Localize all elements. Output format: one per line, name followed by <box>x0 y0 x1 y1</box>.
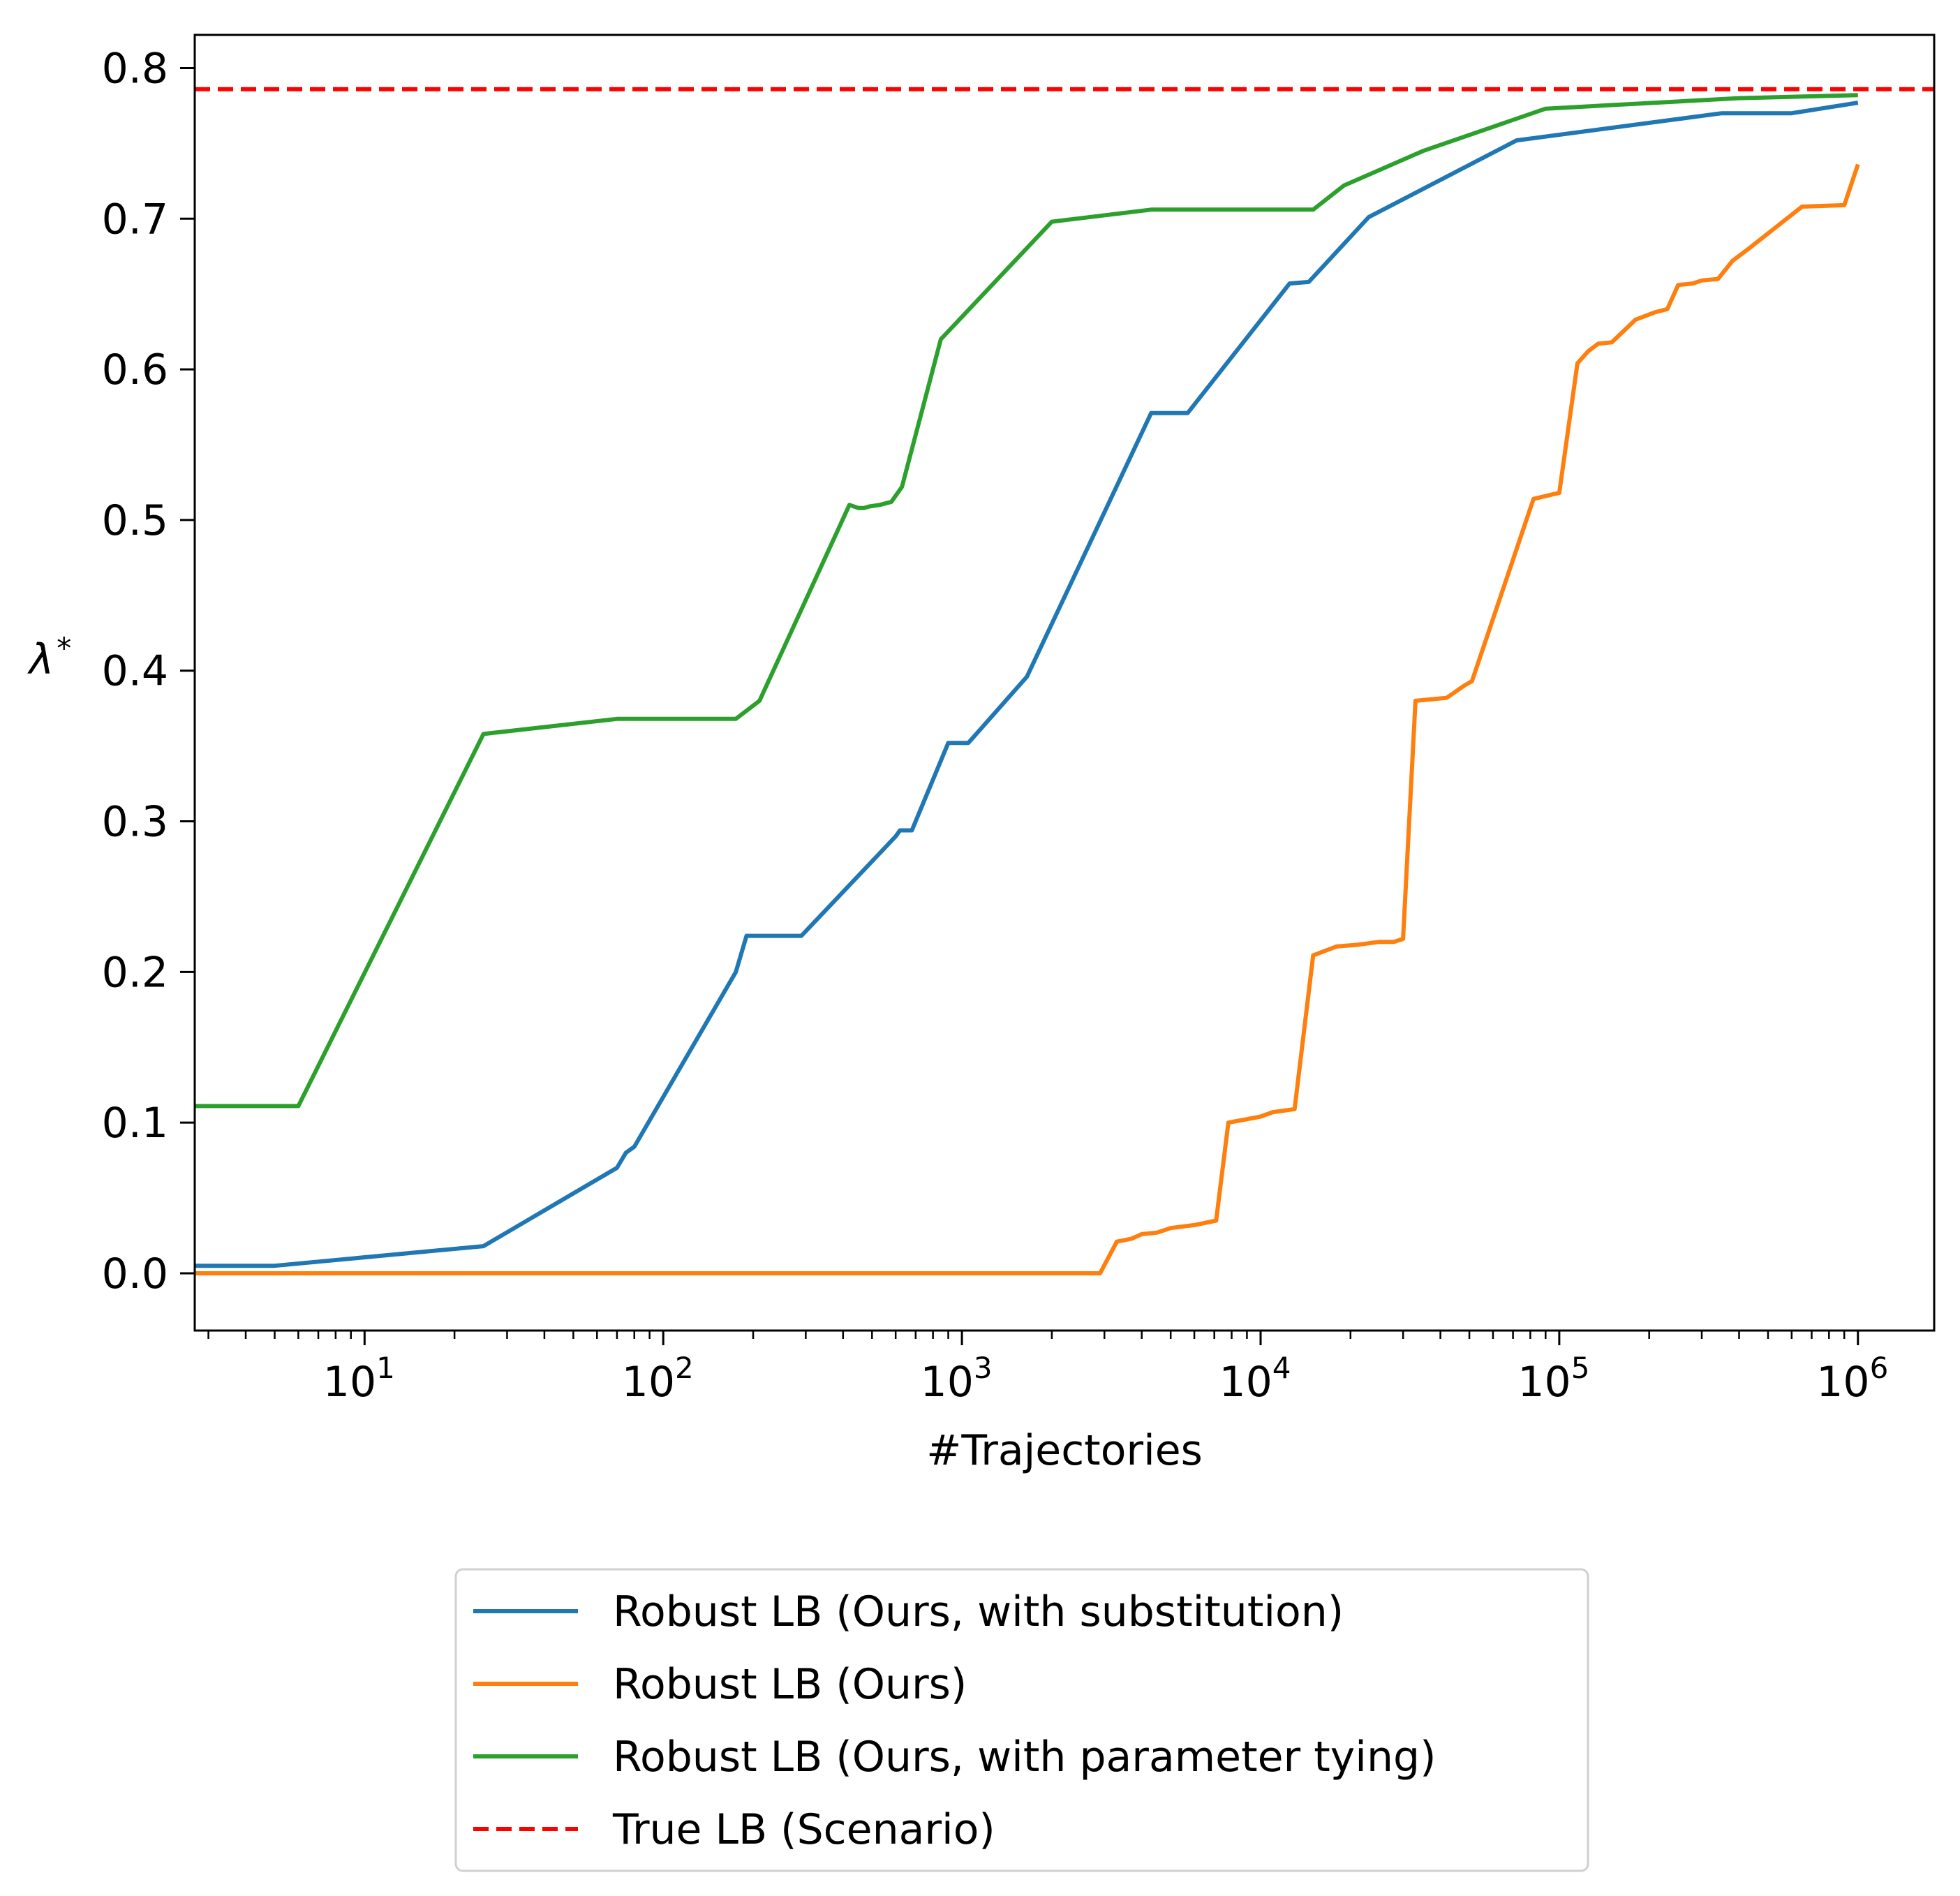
x-tick-label: 103 <box>921 1351 993 1407</box>
x-tick-label: 102 <box>622 1351 694 1407</box>
y-axis-label: λ* <box>27 631 72 684</box>
y-axis: 0.0 0.1 0.2 0.3 0.4 0.5 0.6 0.7 0.8 <box>102 44 195 1298</box>
plot-lines <box>195 87 1934 1275</box>
legend-label-4: True LB (Scenario) <box>612 1805 995 1854</box>
y-tick-label: 0.7 <box>102 195 168 244</box>
plot-frame <box>193 34 1936 1332</box>
y-tick-label: 0.1 <box>102 1099 168 1148</box>
series-line-3 <box>195 93 1858 1109</box>
legend-label-3: Robust LB (Ours, with parameter tying) <box>613 1733 1436 1782</box>
series-line-1 <box>195 101 1859 1268</box>
x-tick-label: 104 <box>1219 1351 1291 1407</box>
legend-items: Robust LB (Ours, with substitution) Robus… <box>473 1587 1436 1854</box>
series-line-2 <box>195 163 1860 1275</box>
legend-label-2: Robust LB (Ours) <box>613 1660 967 1709</box>
legend: Robust LB (Ours, with substitution) Robus… <box>454 1568 1589 1872</box>
x-tick-label: 101 <box>323 1351 395 1407</box>
y-tick-label: 0.4 <box>102 647 168 696</box>
y-tick-label: 0.0 <box>102 1250 168 1298</box>
x-tick-label: 105 <box>1517 1351 1589 1407</box>
legend-frame <box>454 1568 1589 1872</box>
x-axis-label: #Trajectories <box>926 1426 1203 1475</box>
y-tick-label: 0.2 <box>102 948 168 997</box>
y-tick-label: 0.3 <box>102 798 168 847</box>
x-tick-label: 106 <box>1816 1351 1888 1407</box>
legend-label-1: Robust LB (Ours, with substitution) <box>613 1587 1344 1636</box>
y-tick-label: 0.8 <box>102 44 168 93</box>
x-axis: 101 102 103 104 105 106 <box>207 1331 1888 1407</box>
y-tick-label: 0.6 <box>102 346 168 394</box>
y-tick-label: 0.5 <box>102 496 168 545</box>
